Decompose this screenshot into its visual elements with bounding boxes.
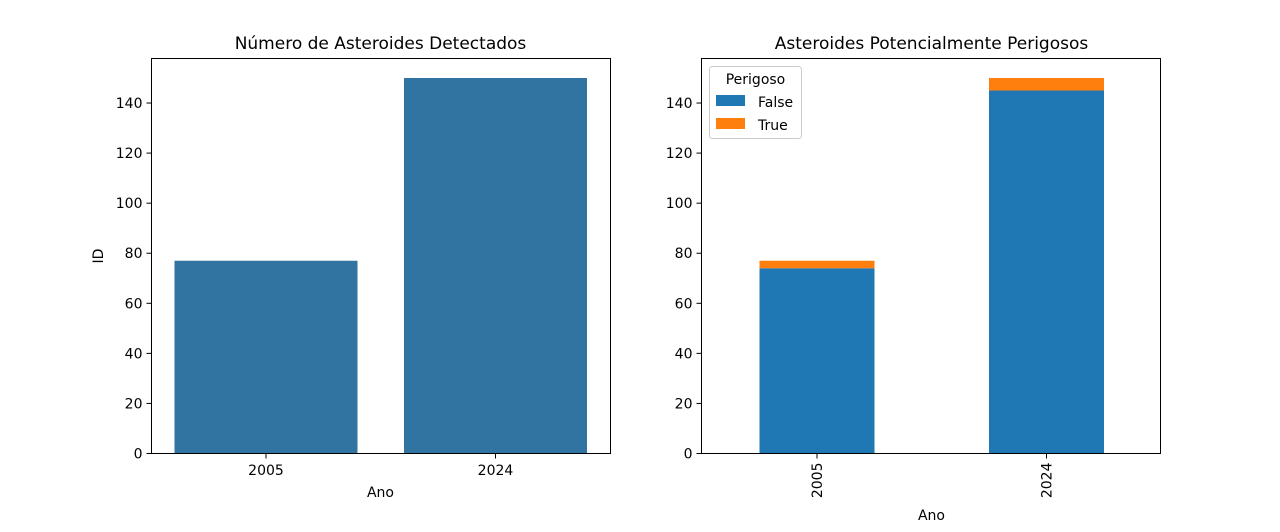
- c0-xtick-label: 2024: [478, 463, 514, 479]
- c0-ytick-label: 140: [116, 96, 143, 112]
- chart-dangerous-frame: [701, 58, 1161, 454]
- legend-swatch-false: [716, 95, 745, 106]
- chart-detected-x-axis: 2005 2024: [248, 453, 514, 479]
- c0-ytick-label: 120: [116, 146, 143, 162]
- legend-swatch-true: [716, 118, 745, 129]
- bar-true-2024: [989, 78, 1104, 91]
- c1-ytick-label: 140: [666, 96, 693, 112]
- chart-detected-y-axis: 0 20 40 60 80 100 120 140: [116, 96, 152, 463]
- c0-ytick-label: 100: [116, 196, 143, 212]
- c1-ytick-label: 0: [684, 447, 693, 463]
- chart-dangerous-x-axis: 2005 2024: [810, 453, 1056, 499]
- legend: Perigoso False True: [709, 66, 802, 139]
- chart-detected-ylabel: ID: [91, 249, 107, 264]
- c1-xtick-label: 2024: [1040, 462, 1056, 498]
- c0-ytick-label: 40: [125, 346, 143, 362]
- c0-xtick-label: 2005: [248, 463, 284, 479]
- c1-ytick-label: 80: [675, 246, 693, 262]
- chart-dangerous-title: Asteroides Potencialmente Perigosos: [775, 34, 1089, 54]
- bar-false-2024: [989, 90, 1104, 454]
- chart-dangerous: Asteroides Potencialmente Perigosos 0 20 4…: [666, 34, 1161, 524]
- c1-ytick-label: 60: [675, 296, 693, 312]
- chart-dangerous-bars: [759, 78, 1104, 454]
- chart-detected-title: Número de Asteroides Detectados: [235, 34, 527, 54]
- bar-detected-2024: [404, 78, 587, 454]
- bar-false-2005: [759, 268, 875, 454]
- legend-label-true: True: [757, 118, 788, 134]
- c0-ytick-label: 60: [125, 296, 143, 312]
- c0-ytick-label: 20: [125, 396, 143, 412]
- chart-detected-xlabel: Ano: [367, 485, 394, 501]
- chart-dangerous-xlabel: Ano: [918, 508, 945, 524]
- c1-ytick-label: 20: [675, 396, 693, 412]
- c1-ytick-label: 120: [666, 146, 693, 162]
- c1-ytick-label: 40: [675, 346, 693, 362]
- bar-true-2005: [759, 260, 875, 269]
- chart-detected-bars: [174, 78, 587, 454]
- c1-xtick-label: 2005: [810, 463, 826, 499]
- legend-label-false: False: [758, 95, 793, 111]
- c0-ytick-label: 0: [134, 447, 143, 463]
- chart-dangerous-y-axis: 0 20 40 60 80 100 120 140: [666, 96, 702, 463]
- chart-detected: Número de Asteroides Detectados 0 20 40 60 8…: [91, 34, 611, 501]
- c1-ytick-label: 100: [666, 196, 693, 212]
- bar-detected-2005: [174, 260, 358, 454]
- c0-ytick-label: 80: [125, 246, 143, 262]
- chart-detected-frame: [151, 58, 611, 454]
- legend-title: Perigoso: [726, 72, 786, 88]
